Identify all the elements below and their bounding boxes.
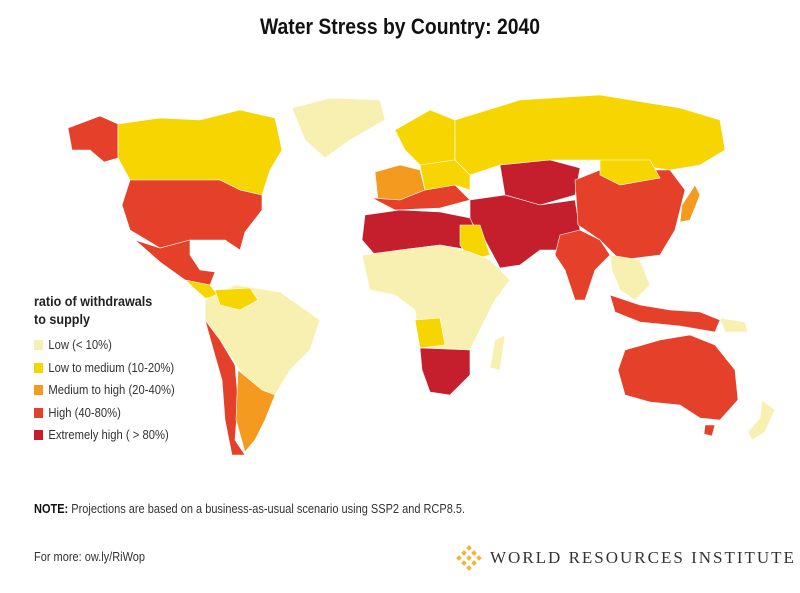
region-sub-saharan-africa [361,244,511,351]
region-greenland [291,97,386,159]
legend-label: Medium to high (20-40%) [48,383,175,398]
legend-item-low: Low (< 10%) [34,334,175,357]
legend-swatch [34,340,43,351]
wri-logo-text: WORLD RESOURCES INSTITUTE [490,548,796,567]
region-tasmania [703,424,716,437]
region-mexico [134,239,216,286]
legend: ratio of withdrawals to supply Low (< 10… [34,292,190,447]
region-russia [454,94,726,176]
region-venezuela [214,287,259,311]
region-peru-chile [204,319,246,456]
wri-logo-icon [456,545,482,571]
legend-title: ratio of withdrawals to supply [34,292,175,328]
legend-title-line2: to supply [34,311,91,327]
legend-label: Low (< 10%) [48,338,112,353]
region-australia [617,334,739,421]
region-mongolia [599,159,661,186]
region-europe-south [371,184,471,211]
legend-swatch [34,362,43,373]
legend-label: Extremely high ( > 80%) [48,428,169,443]
legend-item-medium-high: Medium to high (20-40%) [34,379,175,402]
legend-swatch [34,430,43,441]
region-southern-africa [419,347,471,396]
legend-label: High (40-80%) [48,405,121,420]
region-alaska [67,115,119,163]
region-southeast-asia [609,254,651,301]
region-new-zealand [747,399,776,441]
wri-logo: WORLD RESOURCES INSTITUTE [456,545,796,571]
note-label: NOTE: [34,502,69,516]
legend-swatch [34,407,43,418]
note-text: Projections are based on a business-as-u… [68,502,466,516]
legend-label: Low to medium (10-20%) [48,360,175,375]
map-title: Water Stress by Country: 2040 [259,14,541,39]
legend-title-line1: ratio of withdrawals [34,293,153,309]
legend-item-high: High (40-80%) [34,402,175,425]
region-angola [414,317,446,349]
legend-item-low-medium: Low to medium (10-20%) [34,357,175,380]
region-usa [121,179,263,251]
region-argentina [235,369,276,453]
region-madagascar [489,334,506,371]
region-japan [679,184,701,223]
region-papua [719,317,749,333]
legend-item-extremely-high: Extremely high ( > 80%) [34,424,175,447]
region-india [554,229,611,301]
more-info-text: For more: ow.ly/RiWop [34,550,146,564]
note: NOTE: Projections are based on a busines… [34,502,465,516]
legend-swatch [34,385,43,396]
region-indonesia [609,294,721,333]
